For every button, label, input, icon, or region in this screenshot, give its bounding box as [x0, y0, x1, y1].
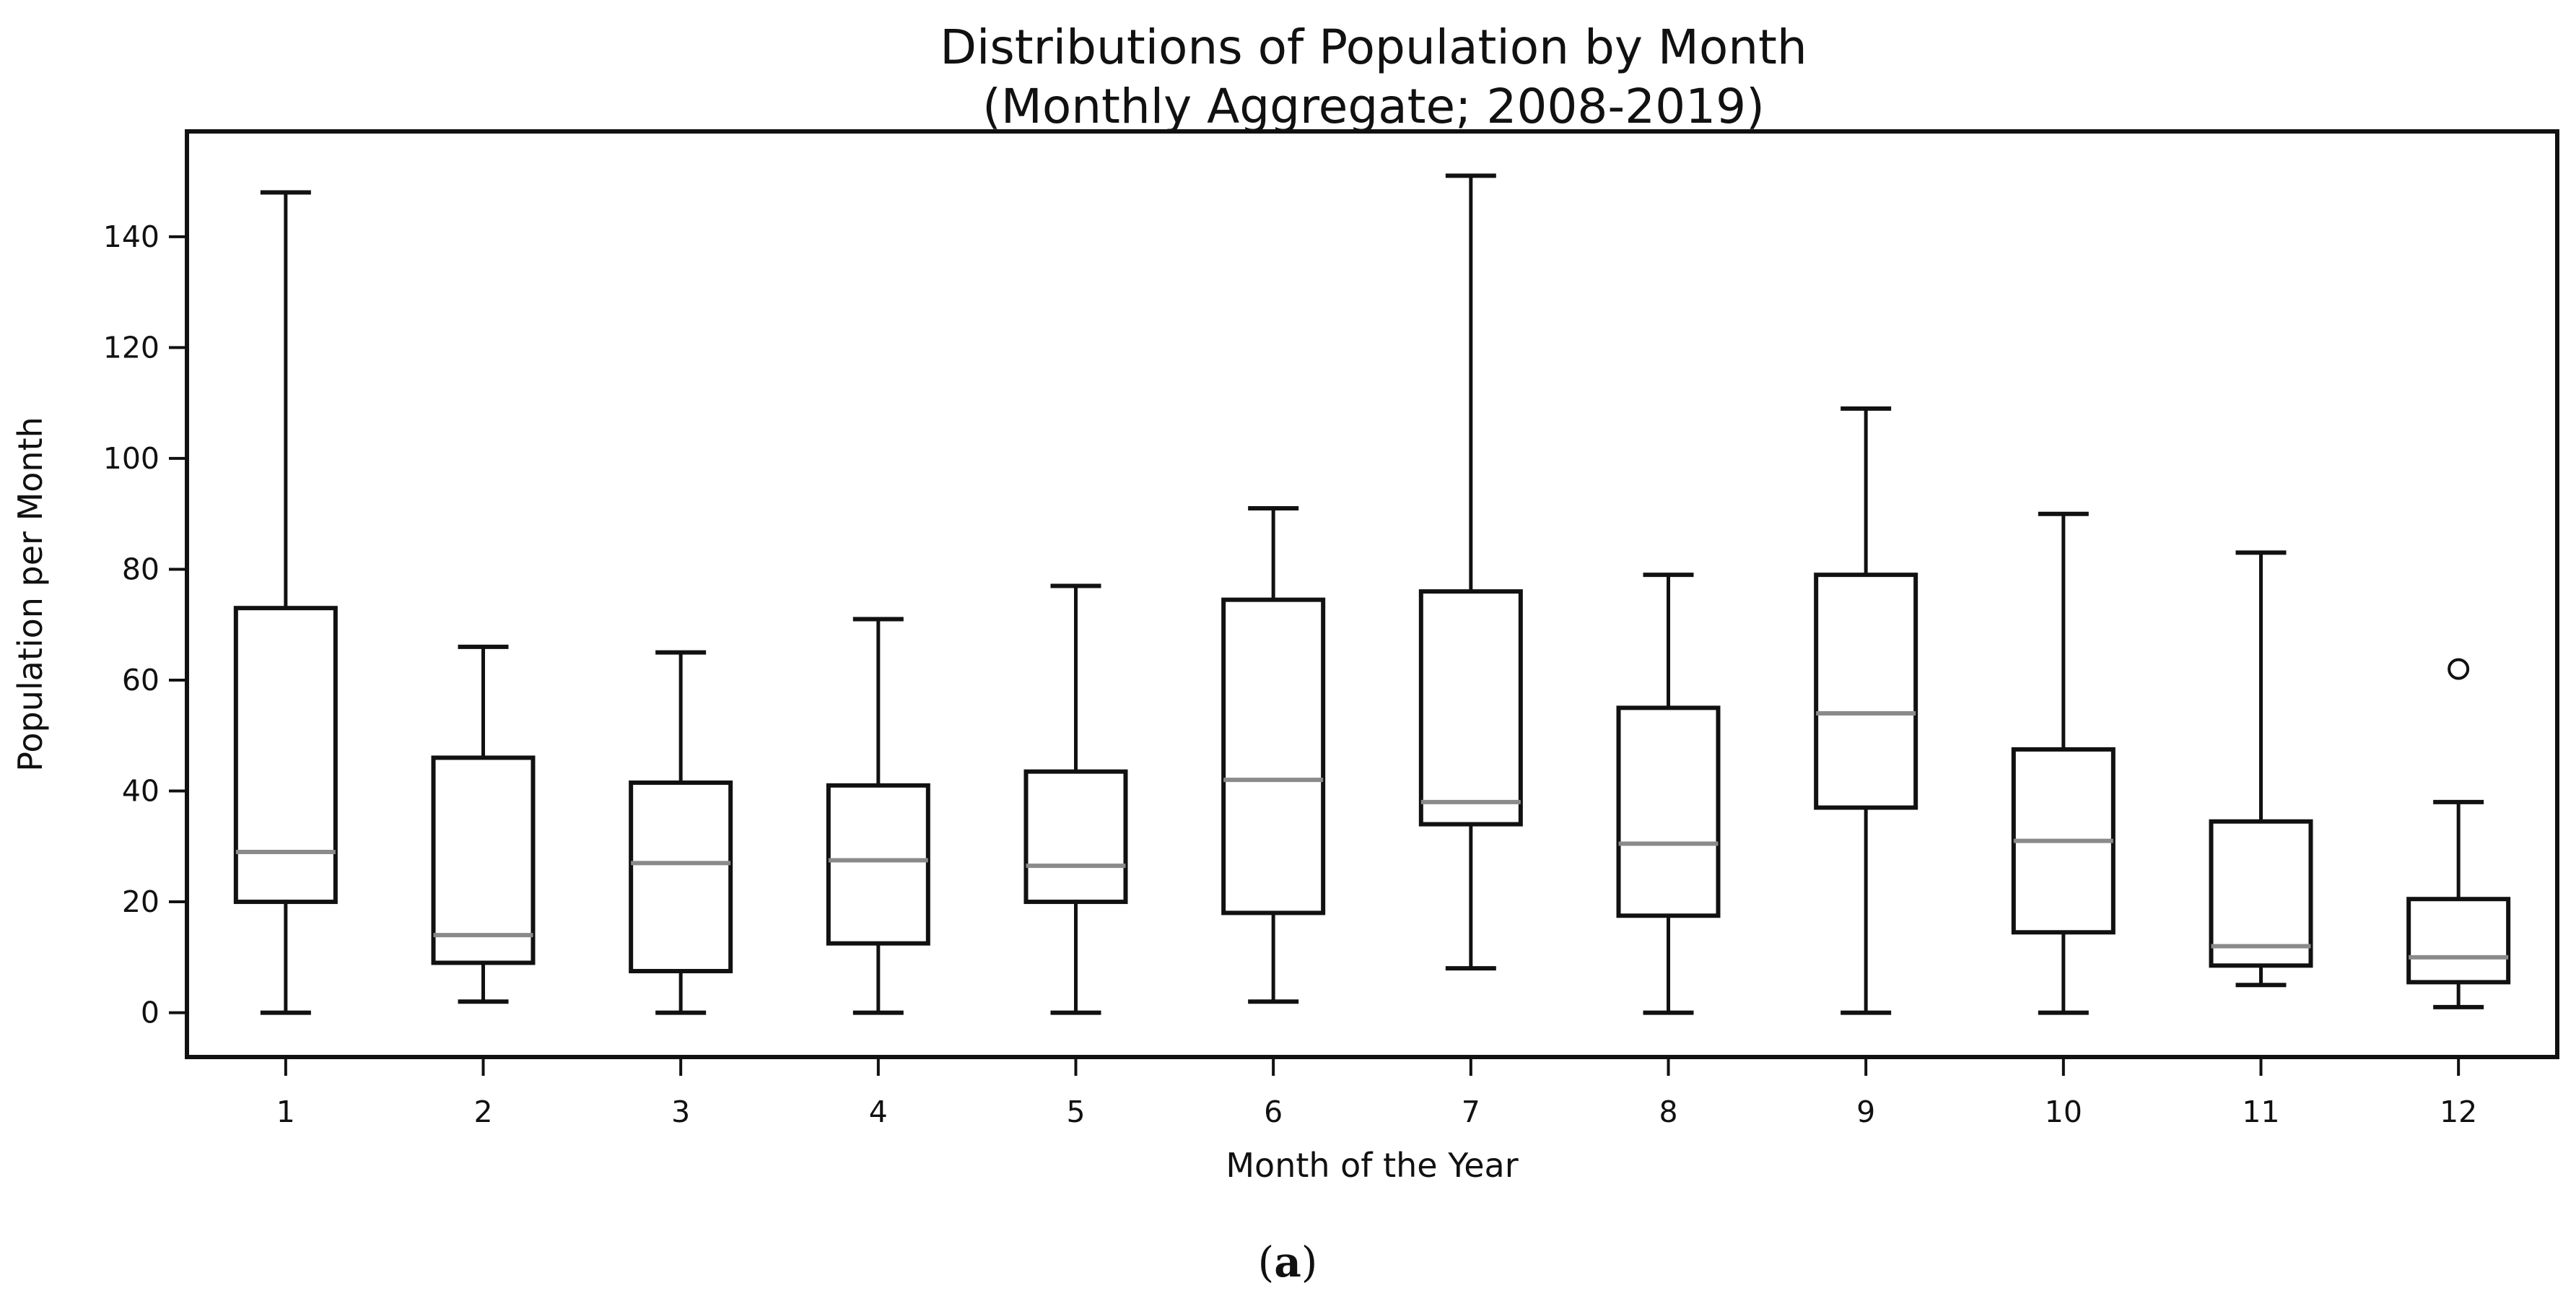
outlier-point — [2448, 658, 2470, 680]
x-tick-label: 2 — [473, 1095, 492, 1129]
box-month-3 — [629, 650, 733, 1015]
box-month-11 — [2209, 550, 2313, 988]
iqr-box — [2406, 897, 2511, 985]
y-tick-label: 120 — [103, 330, 160, 365]
figure-caption: (a) — [1258, 1238, 1318, 1287]
x-axis-ticks: 1 2 3 4 5 6 7 8 9 10 11 12 — [276, 1057, 2477, 1129]
y-tick-label: 60 — [122, 663, 160, 697]
iqr-box — [1616, 705, 1721, 918]
iqr-box — [629, 780, 733, 974]
y-tick-label: 80 — [122, 552, 160, 586]
x-tick-label: 4 — [869, 1095, 888, 1129]
x-tick-label: 11 — [2242, 1095, 2279, 1129]
x-tick-label: 7 — [1462, 1095, 1480, 1129]
iqr-box — [1814, 573, 1918, 810]
y-axis-label: Population per Month — [11, 417, 50, 772]
box-month-8 — [1616, 573, 1721, 1015]
iqr-box — [1023, 769, 1128, 905]
box-month-7 — [1418, 173, 1523, 971]
x-tick-label: 9 — [1856, 1095, 1875, 1129]
box-month-6 — [1221, 506, 1326, 1004]
chart-title-line1: Distributions of Population by Month — [940, 19, 1807, 75]
chart-title-line2: (Monthly Aggregate; 2008-2019) — [982, 79, 1765, 134]
iqr-box — [431, 755, 536, 965]
caption-letter: a — [1274, 1238, 1301, 1287]
box-month-10 — [2011, 511, 2116, 1015]
axes-frame — [185, 129, 2559, 1059]
x-tick-label: 8 — [1659, 1095, 1677, 1129]
iqr-box — [1221, 597, 1326, 916]
box-month-12 — [2406, 658, 2511, 1009]
y-tick-label: 0 — [141, 996, 160, 1030]
box-month-5 — [1023, 583, 1128, 1015]
caption-open-paren: ( — [1258, 1238, 1275, 1287]
box-month-2 — [431, 644, 536, 1004]
box-month-1 — [233, 190, 338, 1015]
x-tick-label: 6 — [1264, 1095, 1283, 1129]
box-month-9 — [1814, 406, 1918, 1015]
iqr-box — [826, 783, 930, 946]
iqr-box — [1418, 589, 1523, 827]
caption-close-paren: ) — [1301, 1238, 1318, 1287]
x-axis-label: Month of the Year — [1226, 1146, 1518, 1185]
y-axis-ticks: 0 20 40 60 80 100 120 140 — [103, 219, 187, 1030]
x-tick-label: 1 — [276, 1095, 295, 1129]
y-tick-label: 20 — [122, 884, 160, 919]
x-tick-label: 3 — [671, 1095, 690, 1129]
iqr-box — [2209, 819, 2313, 968]
boxes-layer — [233, 173, 2511, 1015]
y-tick-label: 40 — [122, 774, 160, 809]
x-tick-label: 5 — [1066, 1095, 1085, 1129]
y-tick-label: 100 — [103, 441, 160, 476]
y-tick-label: 140 — [103, 219, 160, 254]
x-tick-label: 10 — [2045, 1095, 2082, 1129]
box-month-4 — [826, 617, 930, 1015]
x-tick-label: 12 — [2440, 1095, 2477, 1129]
iqr-box — [233, 606, 338, 905]
